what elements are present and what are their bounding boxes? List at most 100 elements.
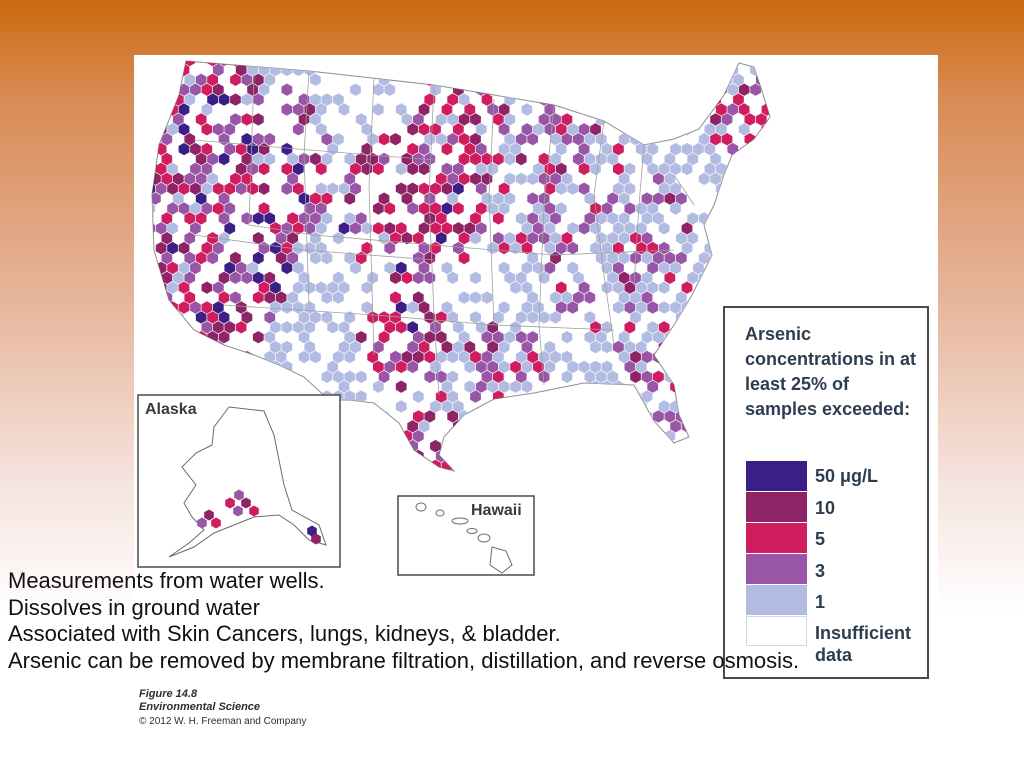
hex-cell (441, 380, 453, 393)
hex-cell (635, 340, 647, 354)
hex-cell (333, 232, 344, 245)
hex-cell (641, 370, 653, 383)
hex-cell (464, 103, 476, 116)
hex-cell (413, 291, 424, 304)
hex-cell (498, 202, 510, 215)
hex-cell (224, 123, 236, 136)
hex-cell (550, 469, 561, 471)
hex-cell (704, 162, 716, 176)
hex-cell (430, 123, 441, 136)
hex-cell (618, 291, 630, 304)
hex-cell (264, 291, 276, 304)
hex-cell (601, 142, 613, 156)
hex-cell (350, 162, 361, 176)
hex-cell (544, 123, 556, 136)
hex-cell (247, 162, 258, 176)
hex-cell (152, 93, 161, 106)
hex-cell (698, 370, 710, 383)
hex-cell (407, 123, 418, 136)
hex-cell (521, 360, 533, 374)
hex-cell (510, 321, 521, 334)
hex-cell (413, 331, 424, 344)
hex-cell (155, 182, 167, 195)
hex-cell (258, 380, 270, 393)
hex-cell (693, 142, 704, 156)
hex-cell (333, 271, 344, 284)
hex-cell (453, 340, 464, 354)
hex-cell (773, 123, 784, 135)
hex-cell (225, 497, 235, 509)
hex-cell (298, 61, 310, 67)
hex-cell (264, 331, 276, 344)
hex-cell (538, 61, 550, 67)
hex-cell (424, 370, 436, 383)
hex-cell (544, 241, 556, 255)
hex-cell (201, 83, 213, 96)
hex-cell (281, 261, 293, 275)
hex-cell (721, 133, 733, 146)
hex-cell (350, 182, 361, 195)
hex-cell (504, 331, 516, 344)
hex-cell (224, 261, 236, 275)
hex-cell (252, 152, 264, 166)
hex-cell (544, 202, 556, 215)
hex-cell (139, 153, 150, 165)
hex-cell (573, 291, 584, 304)
hex-cell (139, 331, 150, 343)
hex-cell (601, 340, 613, 354)
hex-cell (555, 400, 567, 413)
hex-cell (418, 182, 430, 195)
hex-cell (184, 61, 196, 67)
hex-cell (613, 162, 624, 176)
hex-cell (767, 192, 770, 205)
hex-cell (184, 172, 196, 185)
hex-cell (607, 152, 619, 166)
hex-cell (201, 321, 213, 334)
hex-cell (310, 311, 321, 324)
hex-cell (755, 61, 767, 67)
hex-cell (481, 93, 493, 106)
hex-cell (401, 350, 413, 364)
hex-cell (418, 142, 430, 156)
hex-cell (613, 83, 624, 96)
hex-cell (447, 449, 458, 463)
hex-cell (453, 123, 464, 136)
hex-cell (590, 103, 601, 116)
hex-cell (378, 430, 390, 443)
hex-cell (384, 261, 396, 275)
hex-cell (664, 271, 676, 284)
hex-cell (310, 113, 321, 126)
hex-cell (373, 380, 384, 393)
hex-cell (641, 251, 653, 265)
hex-cell (139, 113, 150, 125)
hex-cell (167, 63, 178, 77)
hex-cell (544, 182, 556, 195)
hex-cell (698, 311, 710, 324)
hex-cell (658, 103, 670, 116)
hex-cell (550, 152, 561, 166)
hex-cell (435, 350, 447, 364)
hex-cell (235, 162, 247, 176)
hex-cell (498, 360, 510, 374)
hex-cell (207, 172, 218, 185)
hex-cell (230, 271, 241, 284)
hex-cell (613, 340, 624, 354)
hex-cell (167, 281, 178, 294)
hex-cell (727, 222, 739, 235)
hex-cell (538, 192, 550, 205)
hex-cell (527, 430, 538, 443)
hex-cell (161, 232, 173, 245)
hex-cell (601, 420, 613, 433)
hex-cell (779, 113, 790, 125)
hex-cell (401, 192, 413, 205)
hex-cell (653, 113, 664, 126)
hex-cell (361, 241, 373, 255)
hex-cell (710, 113, 721, 126)
hex-cell (493, 370, 504, 383)
hex-cell (538, 73, 550, 86)
hex-cell (635, 420, 647, 433)
hex-cell (344, 61, 356, 67)
hex-cell (344, 469, 356, 471)
hex-cell (544, 261, 556, 275)
hex-cell (458, 469, 470, 471)
